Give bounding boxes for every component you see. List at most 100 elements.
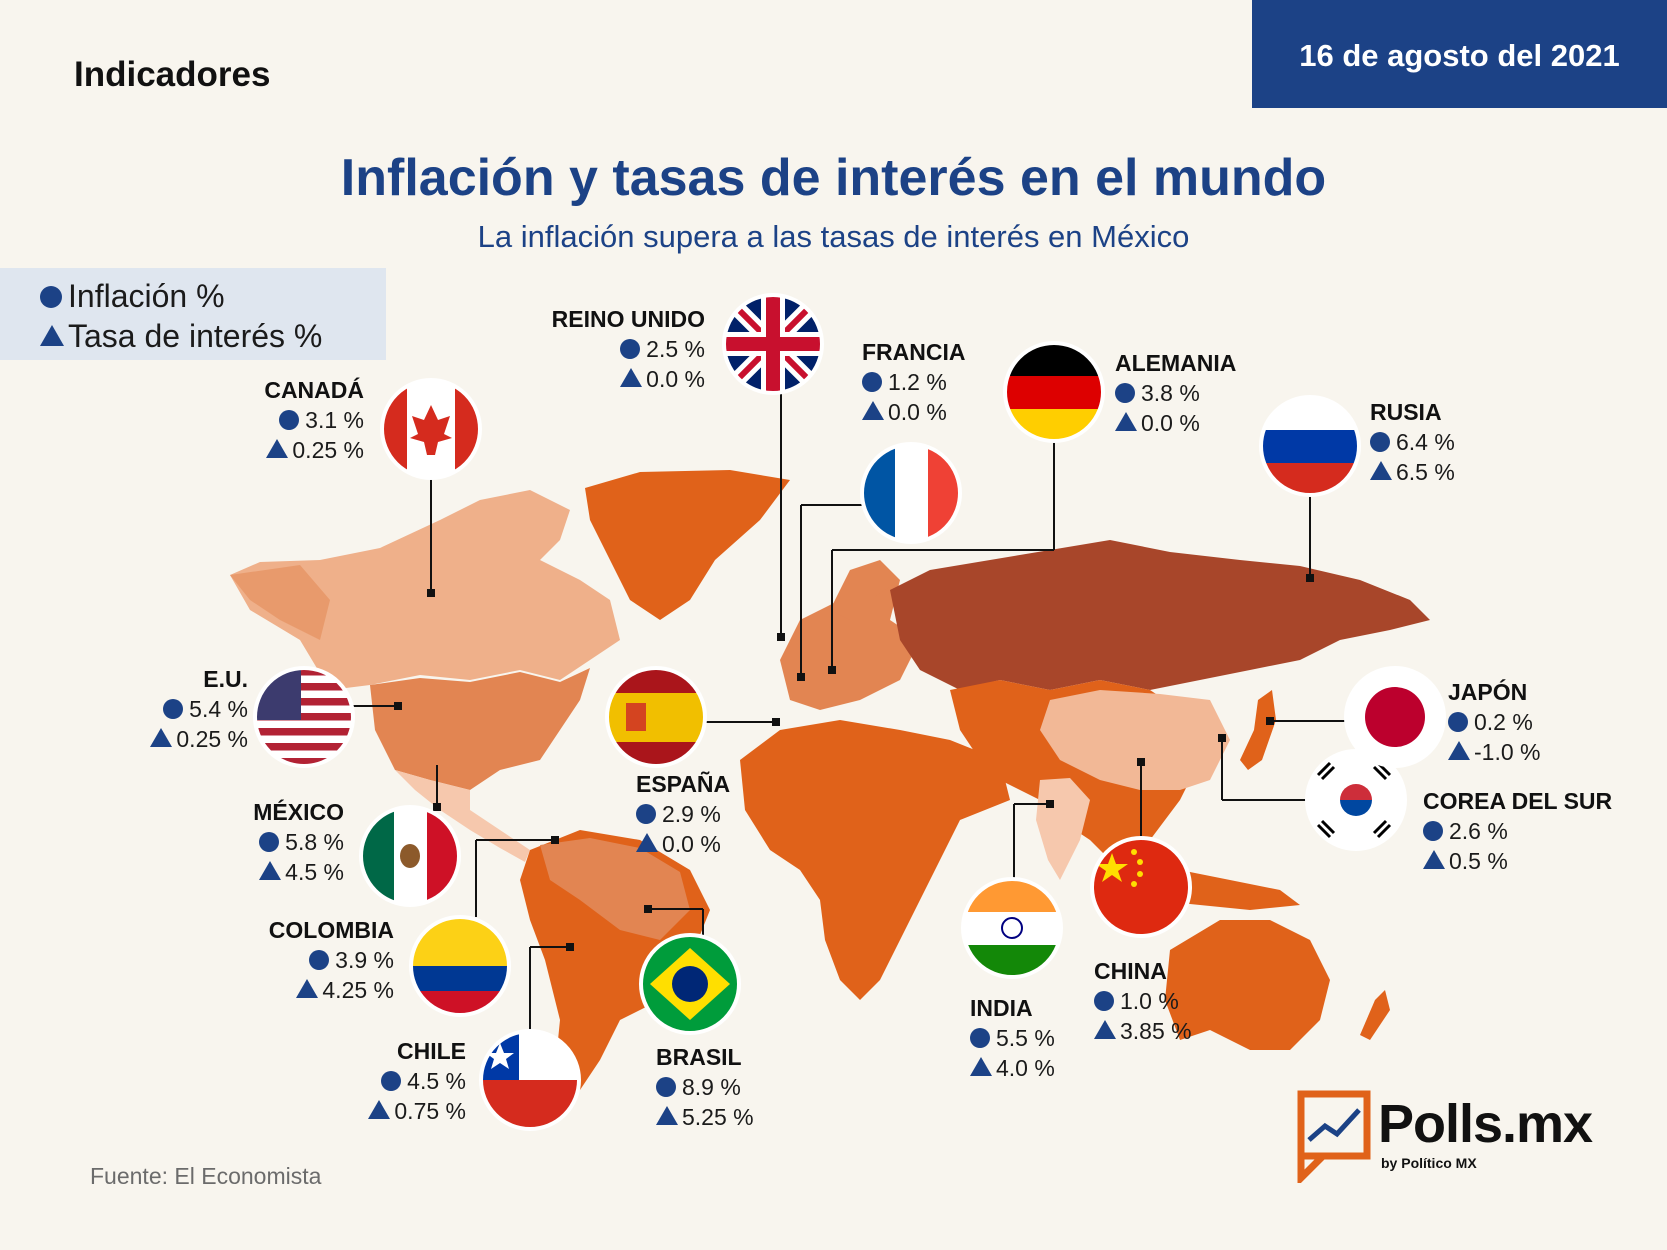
rate-value-row: 6.5 % xyxy=(1370,457,1455,487)
connector-lines xyxy=(353,393,1346,1031)
country-china: CHINA 1.0 % 3.85 % xyxy=(1094,956,1192,1046)
inflation-value: 0.2 % xyxy=(1474,709,1533,735)
country-name: CANADÁ xyxy=(264,377,364,403)
inflation-value-row: 3.9 % xyxy=(250,945,394,975)
greenland-shape xyxy=(585,470,790,620)
rate-value: 0.75 % xyxy=(394,1098,466,1124)
africa-shape xyxy=(740,720,1010,1000)
inflation-value-row: 5.4 % xyxy=(130,694,248,724)
country-brazil: BRASIL 8.9 % 5.25 % xyxy=(656,1042,754,1132)
rate-value: 0.25 % xyxy=(176,726,248,752)
triangle-icon xyxy=(150,728,173,748)
circle-icon xyxy=(1423,820,1443,841)
country-name: COLOMBIA xyxy=(268,917,394,943)
country-name: BRASIL xyxy=(656,1044,742,1070)
circle-icon xyxy=(620,338,641,359)
triangle-icon xyxy=(368,1100,391,1120)
country-france: FRANCIA 1.2 % 0.0 % xyxy=(862,337,966,427)
rate-value-row: 0.0 % xyxy=(862,397,966,427)
inflation-value-row: 1.0 % xyxy=(1094,986,1192,1016)
inflation-value-row: 4.5 % xyxy=(340,1066,466,1096)
inflation-value-row: 5.8 % xyxy=(230,827,344,857)
rate-value: 4.0 % xyxy=(996,1055,1055,1081)
circle-icon xyxy=(1448,711,1468,732)
rate-value: 0.0 % xyxy=(662,831,721,857)
rate-value: 5.25 % xyxy=(682,1104,754,1130)
inflation-value: 2.5 % xyxy=(646,336,705,362)
circle-icon xyxy=(259,831,280,852)
russia-shape xyxy=(890,540,1430,690)
rate-value-row: 3.85 % xyxy=(1094,1016,1192,1046)
country-spain: ESPAÑA 2.9 % 0.0 % xyxy=(636,769,730,859)
country-uk: REINO UNIDO 2.5 % 0.0 % xyxy=(520,304,705,394)
country-name: FRANCIA xyxy=(862,339,966,365)
rate-value-row: 5.25 % xyxy=(656,1102,754,1132)
brand-tagline: by Político MX xyxy=(1381,1155,1477,1171)
rate-value-row: 0.75 % xyxy=(340,1096,466,1126)
legend-inflation-label: Inflación % xyxy=(68,278,225,314)
circle-icon xyxy=(1370,431,1390,452)
inflation-value: 1.2 % xyxy=(888,369,947,395)
country-south-korea: COREA DEL SUR 2.6 % 0.5 % xyxy=(1423,786,1612,876)
india-shape xyxy=(1036,778,1090,880)
country-germany: ALEMANIA 3.8 % 0.0 % xyxy=(1115,348,1236,438)
new-zealand-shape xyxy=(1360,990,1390,1040)
legend: Inflación % Tasa de interés % xyxy=(0,268,386,360)
country-india: INDIA 5.5 % 4.0 % xyxy=(970,993,1055,1083)
country-name: ESPAÑA xyxy=(636,771,731,797)
country-name: ALEMANIA xyxy=(1115,350,1237,376)
triangle-icon xyxy=(1094,1020,1116,1040)
section-label: Indicadores xyxy=(74,55,271,94)
rate-value: 0.5 % xyxy=(1449,848,1508,874)
rate-value-row: 0.25 % xyxy=(230,435,364,465)
scandinavia-shape xyxy=(830,560,900,620)
rate-value: -1.0 % xyxy=(1474,739,1541,765)
inflation-value: 5.4 % xyxy=(189,696,248,722)
inflation-value: 3.9 % xyxy=(335,947,394,973)
china-shape xyxy=(1040,690,1230,790)
circle-icon xyxy=(279,409,300,430)
legend-inflation: Inflación % xyxy=(40,276,386,316)
country-name: JAPÓN xyxy=(1448,679,1528,705)
circle-icon xyxy=(309,949,330,970)
circle-icon xyxy=(656,1076,676,1097)
circle-icon xyxy=(1094,990,1114,1011)
rate-value-row: 4.25 % xyxy=(250,975,394,1005)
rate-value: 0.0 % xyxy=(888,399,947,425)
rate-value-row: 4.5 % xyxy=(230,857,344,887)
date-badge: 16 de agosto del 2021 xyxy=(1252,0,1667,108)
inflation-value-row: 2.5 % xyxy=(520,334,705,364)
country-name: MÉXICO xyxy=(253,799,344,825)
inflation-value-row: 2.9 % xyxy=(636,799,730,829)
country-name: INDIA xyxy=(970,995,1033,1021)
triangle-icon xyxy=(1370,461,1392,481)
inflation-value: 1.0 % xyxy=(1120,988,1179,1014)
country-canada: CANADÁ 3.1 % 0.25 % xyxy=(230,375,364,465)
triangle-icon xyxy=(259,861,282,881)
circle-icon xyxy=(970,1027,990,1048)
usa-shape xyxy=(370,668,590,790)
triangle-icon xyxy=(636,833,658,853)
rate-value: 3.85 % xyxy=(1120,1018,1192,1044)
flag-brazil xyxy=(641,935,739,1033)
colombia-brazil-shape xyxy=(540,838,690,940)
inflation-value: 3.8 % xyxy=(1141,380,1200,406)
circle-icon xyxy=(636,803,656,824)
legend-rate-label: Tasa de interés % xyxy=(68,318,323,354)
country-japan: JAPÓN 0.2 % -1.0 % xyxy=(1448,677,1540,767)
flag-usa xyxy=(255,668,353,766)
brand-name: Polls.mx xyxy=(1378,1094,1593,1154)
inflation-value-row: 1.2 % xyxy=(862,367,966,397)
rate-value: 4.5 % xyxy=(285,859,344,885)
rate-value: 6.5 % xyxy=(1396,459,1455,485)
rate-value-row: 4.0 % xyxy=(970,1053,1055,1083)
triangle-icon xyxy=(1115,412,1137,432)
rate-value: 4.25 % xyxy=(322,977,394,1003)
inflation-value-row: 3.1 % xyxy=(230,405,364,435)
triangle-icon xyxy=(862,401,884,421)
inflation-value-row: 8.9 % xyxy=(656,1072,754,1102)
inflation-value: 2.6 % xyxy=(1449,818,1508,844)
country-name: E.U. xyxy=(203,666,248,692)
page-subtitle: La inflación supera a las tasas de inter… xyxy=(477,219,1190,254)
